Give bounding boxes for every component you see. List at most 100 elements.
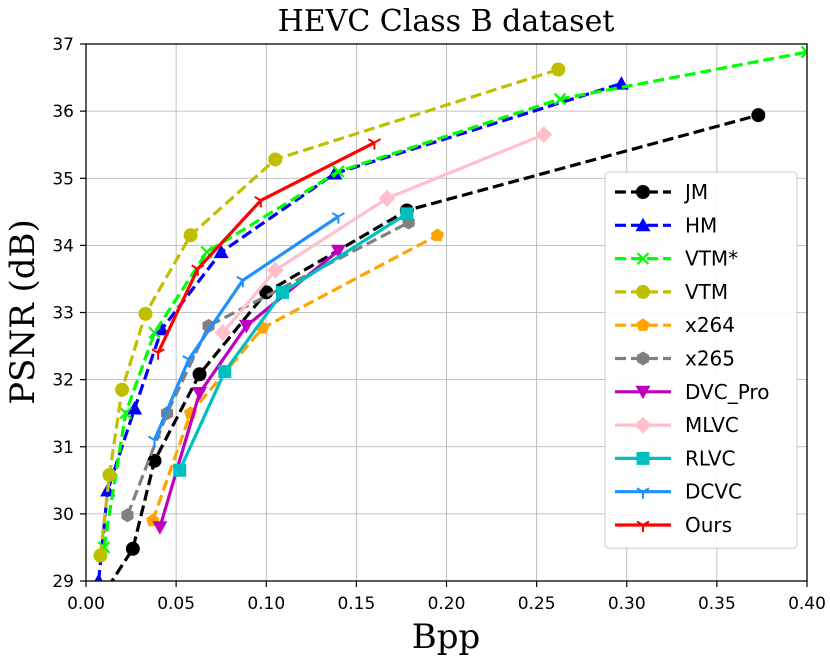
data-point-vtm- bbox=[800, 45, 807, 59]
legend-marker-x264 bbox=[636, 318, 650, 331]
data-point-dvc-pro bbox=[152, 521, 168, 535]
data-point-hm bbox=[94, 573, 103, 581]
legend-entry-mlvc: MLVC bbox=[615, 413, 739, 437]
x-tick-label: 0.30 bbox=[608, 594, 646, 614]
data-point-dcvc bbox=[236, 275, 250, 288]
data-point-dcvc bbox=[147, 435, 162, 448]
data-point-x265 bbox=[121, 508, 134, 523]
data-point-mlvc bbox=[378, 189, 396, 207]
data-point-rlvc bbox=[400, 207, 414, 221]
data-point-dvc-pro bbox=[330, 244, 346, 259]
data-point-vtm bbox=[102, 467, 117, 482]
legend-label-jm: JM bbox=[683, 180, 708, 204]
legend-label-hm: HM bbox=[685, 213, 717, 237]
x-tick-label: 0.20 bbox=[428, 594, 466, 614]
data-point-vtm bbox=[93, 548, 108, 563]
series-line-x265 bbox=[125, 221, 410, 516]
legend-marker-x265 bbox=[636, 351, 650, 366]
data-point-vtm bbox=[268, 152, 283, 167]
legend-entry-jm: JM bbox=[615, 180, 708, 204]
plot-series bbox=[93, 45, 807, 581]
data-point-mlvc bbox=[214, 324, 232, 342]
series-ours bbox=[151, 138, 381, 360]
data-point-x265 bbox=[202, 318, 215, 333]
legend-label-vtm: VTM bbox=[685, 280, 728, 304]
legend-entry-x264: x264 bbox=[615, 313, 735, 337]
series-line-ours bbox=[156, 141, 376, 354]
y-tick-label: 33 bbox=[52, 304, 74, 324]
x-axis-label: Bpp bbox=[412, 617, 481, 657]
legend-label-rlvc: RLVC bbox=[685, 446, 736, 470]
legend-label-mlvc: MLVC bbox=[685, 413, 739, 437]
legend-entry-vtm-: VTM* bbox=[615, 247, 738, 271]
y-tick-label: 35 bbox=[52, 169, 74, 189]
legend-box bbox=[604, 171, 798, 549]
data-point-vtm bbox=[115, 382, 130, 397]
chart-title: HEVC Class B dataset bbox=[278, 4, 615, 39]
data-point-rlvc bbox=[275, 285, 289, 299]
legend-marker-dvc-pro bbox=[635, 385, 651, 400]
legend-label-vtm-: VTM* bbox=[685, 247, 738, 271]
data-point-vtm- bbox=[553, 92, 567, 106]
legend-entry-dvc-pro: DVC_Pro bbox=[615, 380, 769, 404]
data-point-hm bbox=[127, 400, 143, 415]
x-tick-label: 0.10 bbox=[247, 594, 285, 614]
series-line-dcvc bbox=[153, 215, 340, 441]
series-mlvc bbox=[214, 126, 553, 342]
series-line-dvc-pro bbox=[158, 249, 340, 528]
legend-marker-jm bbox=[636, 185, 650, 199]
data-point-ours bbox=[254, 196, 268, 208]
data-point-ours bbox=[191, 264, 205, 276]
data-point-hm bbox=[213, 244, 229, 259]
data-point-ours bbox=[151, 348, 165, 360]
y-tick-label: 34 bbox=[52, 236, 74, 256]
x-tick-label: 0.15 bbox=[337, 594, 375, 614]
legend-entry-x265: x265 bbox=[615, 347, 735, 371]
series-vtm- bbox=[97, 45, 807, 554]
legend-label-dvc-pro: DVC_Pro bbox=[685, 380, 769, 404]
data-point-vtm- bbox=[148, 326, 161, 339]
data-point-dvc-pro bbox=[238, 319, 254, 334]
data-point-rlvc bbox=[173, 463, 187, 477]
series-hm bbox=[94, 76, 629, 581]
data-point-dcvc bbox=[182, 355, 196, 367]
series-line-rlvc bbox=[178, 212, 408, 471]
legend-marker-dcvc bbox=[636, 487, 650, 499]
series-x264 bbox=[146, 228, 445, 527]
x-tick-label: 0.35 bbox=[698, 594, 736, 614]
series-dcvc bbox=[147, 212, 345, 448]
series-line-hm bbox=[97, 82, 622, 581]
legend-marker-mlvc bbox=[634, 416, 652, 434]
y-tick-label: 30 bbox=[52, 505, 74, 525]
data-point-jm bbox=[751, 108, 766, 123]
y-tick-label: 32 bbox=[52, 371, 74, 391]
data-point-ours bbox=[367, 138, 381, 150]
y-tick-label: 29 bbox=[52, 572, 74, 592]
legend-label-ours: Ours bbox=[685, 513, 732, 537]
x-tick-label: 0.25 bbox=[518, 594, 556, 614]
legend-entry-vtm: VTM bbox=[615, 280, 728, 304]
y-axis-label: PSNR (dB) bbox=[3, 219, 43, 405]
legend-label-x264: x264 bbox=[685, 313, 735, 337]
axis-ticks: 0.00 0.05 0.10 0.15 0.20 0.25 0.30 0.35 0.40 29 30… bbox=[52, 35, 826, 614]
data-point-jm bbox=[192, 367, 207, 382]
x-tick-label: 0.05 bbox=[157, 594, 195, 614]
data-point-vtm bbox=[551, 62, 566, 77]
legend-label-x265: x265 bbox=[685, 347, 735, 371]
series-rlvc bbox=[173, 207, 414, 477]
legend: JM HM VTM* VTM x264 x265 DVC_Pro MLVC RLVC DCVC Ou… bbox=[604, 171, 798, 549]
legend-entry-rlvc: RLVC bbox=[615, 446, 736, 470]
legend-label-dcvc: DCVC bbox=[685, 480, 742, 504]
data-point-jm bbox=[125, 541, 140, 556]
data-point-vtm bbox=[183, 228, 198, 243]
x-tick-label: 0.00 bbox=[67, 594, 105, 614]
y-tick-label: 36 bbox=[52, 102, 74, 122]
data-point-rlvc bbox=[218, 365, 232, 379]
data-point-mlvc bbox=[266, 261, 284, 279]
legend-marker-rlvc bbox=[636, 451, 650, 465]
legend-entry-dcvc: DCVC bbox=[615, 480, 742, 504]
x-tick-label: 0.40 bbox=[788, 594, 826, 614]
data-point-dvc-pro bbox=[192, 387, 208, 401]
y-tick-label: 31 bbox=[52, 438, 74, 458]
